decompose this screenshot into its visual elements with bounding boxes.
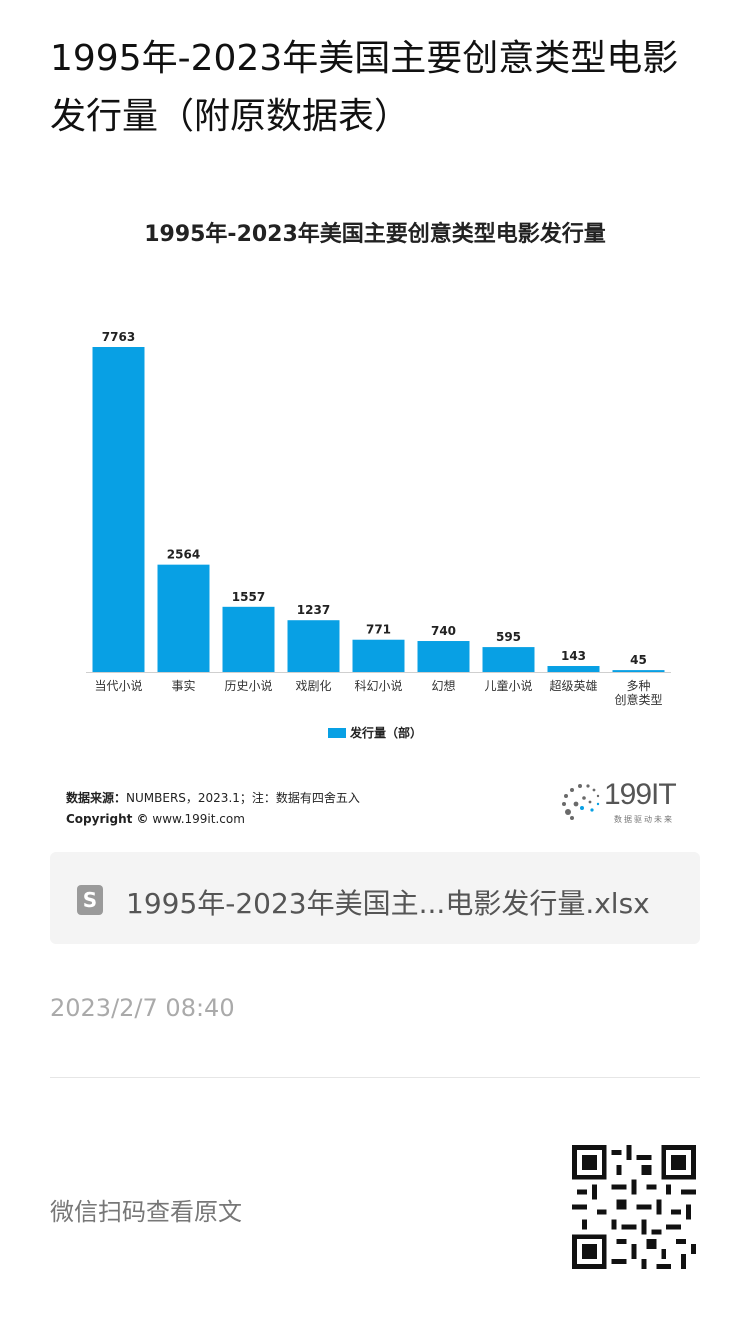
199it-logo: 199IT 数据驱动未来 (558, 778, 698, 828)
copyright-text: www.199it.com (152, 812, 245, 826)
source-label: 数据来源： (66, 791, 127, 805)
logo-mark-icon (562, 784, 600, 820)
bar-0 (92, 347, 145, 672)
divider (50, 1077, 700, 1078)
legend-label: 发行量（部） (349, 726, 422, 740)
tick-label-8-1: 创意类型 (614, 692, 662, 707)
attachment-card[interactable]: S 1995年-2023年美国主...电影发行量.xlsx (50, 852, 700, 944)
logo-tagline: 数据驱动未来 (614, 815, 674, 824)
bar-5 (417, 641, 470, 672)
bar-1 (157, 564, 210, 672)
tick-label-8-0: 多种 (626, 679, 650, 693)
bar-6 (482, 647, 535, 672)
bar-2 (222, 606, 275, 672)
tick-label-6: 儿童小说 (484, 678, 532, 693)
tick-label-0: 当代小说 (94, 678, 142, 693)
bar-3 (287, 620, 340, 672)
bar-chart: 7763 当代小说 2564 事实 1557 历史小说 1237 戏剧化 771 科幻小说 740 幻… (86, 330, 671, 707)
tick-label-1: 事实 (171, 678, 195, 693)
publish-timestamp: 2023/2/7 08:40 (50, 994, 235, 1022)
data-label-6: 595 (496, 630, 521, 644)
spreadsheet-icon: S (77, 885, 103, 915)
tick-label-2: 历史小说 (224, 678, 272, 693)
data-label-3: 1237 (297, 603, 330, 617)
legend-swatch (327, 727, 346, 738)
chart-legend: 发行量（部） (50, 724, 700, 741)
tick-label-3: 戏剧化 (295, 679, 331, 693)
tick-label-5: 幻想 (431, 678, 455, 693)
data-label-2: 1557 (232, 590, 265, 604)
data-label-4: 771 (366, 623, 391, 637)
copyright-label: Copyright © (66, 812, 149, 826)
scan-prompt: 微信扫码查看原文 (50, 1198, 242, 1226)
source-text: NUMBERS，2023.1；注：数据有四舍五入 (126, 791, 360, 805)
chart-title: 1995年-2023年美国主要创意类型电影发行量 (144, 222, 606, 247)
data-label-7: 143 (561, 649, 586, 663)
data-label-5: 740 (431, 624, 456, 638)
bar-7 (547, 666, 600, 672)
bar-8 (612, 670, 665, 672)
bar-4 (352, 639, 405, 672)
attachment-filename[interactable]: 1995年-2023年美国主...电影发行量.xlsx (126, 887, 650, 920)
data-label-8: 45 (630, 653, 647, 667)
tick-label-7: 超级英雄 (549, 678, 597, 693)
data-label-0: 7763 (102, 330, 135, 344)
qr-code-icon[interactable] (572, 1145, 696, 1269)
logo-text: 199IT (604, 778, 677, 811)
chart-card: 1995年-2023年美国主要创意类型电影发行量 7763 当代小说 2564 事实 1… (50, 190, 700, 840)
tick-label-4: 科幻小说 (354, 678, 402, 693)
source-block: 数据来源：NUMBERS，2023.1；注：数据有四舍五入 Copyright … (66, 788, 360, 830)
data-label-1: 2564 (167, 548, 200, 562)
page-title: 1995年-2023年美国主要创意类型电影发行量（附原数据表） (50, 38, 679, 137)
